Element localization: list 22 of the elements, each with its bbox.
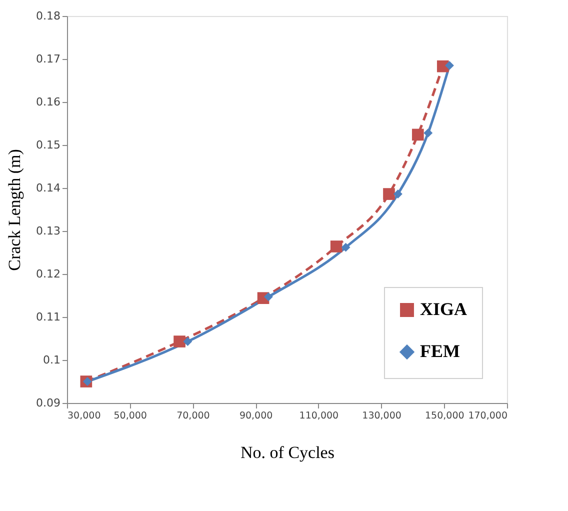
y-tick-label: 0.12: [36, 268, 60, 280]
y-axis-title: Crack Length (m): [5, 149, 24, 271]
x-tick-label: 130,000: [362, 410, 402, 422]
y-tick-label: 0.16: [36, 96, 60, 108]
y-tick-label: 0.1: [43, 354, 60, 366]
x-axis-title: No. of Cycles: [240, 443, 334, 462]
x-tick-label: 90,000: [239, 410, 273, 422]
y-tick-label: 0.11: [36, 310, 60, 324]
x-tick-label: 150,000: [424, 410, 464, 422]
y-tick-label: 0.17: [36, 52, 60, 66]
y-tick-label: 0.18: [36, 10, 60, 22]
y-tick-label: 0.14: [36, 182, 60, 194]
y-tick-label: 0.09: [36, 396, 60, 410]
y-tick-label: 0.13: [36, 224, 60, 238]
x-tick-label: 30,000: [68, 410, 101, 422]
x-tick-label: 50,000: [114, 410, 147, 422]
x-tick-label: 70,000: [176, 410, 210, 422]
x-tick-label: 170,000: [468, 410, 508, 422]
legend-label: XIGA: [420, 299, 468, 319]
x-tick-label: 110,000: [299, 410, 339, 422]
y-tick-label: 0.15: [36, 138, 60, 152]
legend-label: FEM: [420, 341, 460, 361]
